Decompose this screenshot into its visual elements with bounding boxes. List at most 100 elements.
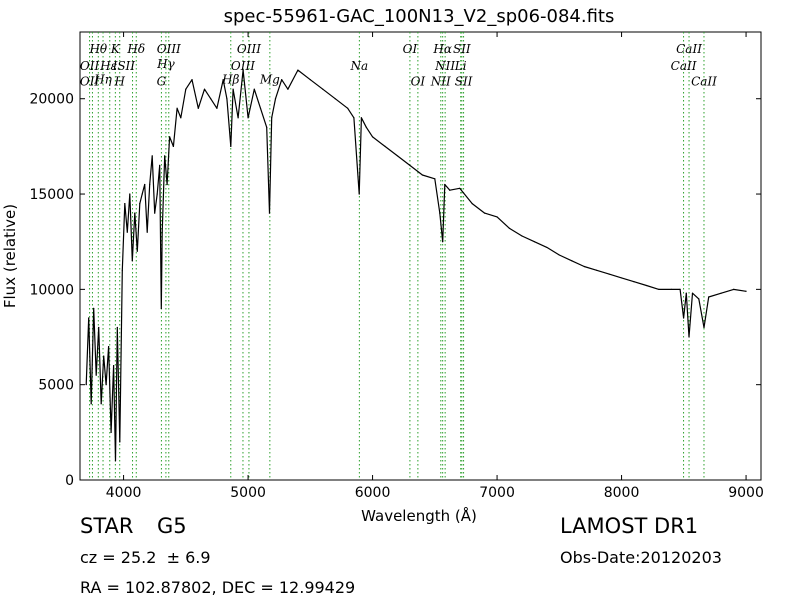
flux-data-point — [105, 384, 107, 386]
y-axis-ticks: 0 5000 10000 15000 20000 — [29, 92, 761, 489]
spectral-line-label: Hη — [93, 72, 112, 86]
flux-data-point — [169, 136, 171, 138]
flux-data-point — [226, 98, 228, 100]
flux-data-point — [471, 202, 473, 205]
spectral-line-label: CaII — [691, 74, 717, 88]
flux-data-point — [90, 403, 92, 405]
flux-data-point — [119, 441, 121, 443]
flux-data-point — [131, 260, 133, 262]
flux-data-point — [371, 136, 374, 138]
flux-data-point — [180, 117, 182, 119]
flux-data-point — [685, 292, 687, 294]
flux-data-point — [484, 212, 486, 214]
spectral-line-label: ISII — [112, 59, 136, 73]
flux-data-point — [496, 216, 498, 218]
flux-data-point — [100, 403, 102, 405]
flux-data-point — [691, 292, 694, 294]
x-tick-label: 4000 — [106, 485, 142, 501]
spectral-line-label: Na — [350, 59, 369, 73]
spectral-line-label: OIII — [157, 42, 181, 56]
flux-data-point — [210, 98, 212, 100]
flux-data-point — [698, 298, 700, 300]
spectral-line-label: OIII — [231, 59, 255, 73]
flux-data-point — [281, 79, 283, 81]
spectral-line-label: K — [110, 42, 121, 56]
flux-data-point — [151, 155, 153, 157]
flux-data-point — [126, 231, 128, 233]
flux-series-line — [85, 69, 747, 462]
flux-data-point — [409, 164, 411, 167]
flux-data-point — [442, 241, 444, 243]
spectral-line-label: OII — [80, 59, 100, 73]
flux-data-point — [156, 193, 158, 195]
redshift-cz: cz = 25.2 ± 6.9 — [80, 548, 211, 567]
x-tick-label: 7000 — [479, 485, 515, 501]
flux-data-point — [242, 69, 244, 71]
x-axis-ticks: 4000 5000 6000 7000 8000 9000 — [106, 32, 764, 501]
flux-data-point — [360, 117, 362, 119]
spectral-line-markers — [89, 32, 705, 480]
object-subclass: G5 — [157, 514, 187, 538]
flux-data-point — [216, 107, 218, 109]
flux-data-point — [439, 212, 441, 214]
survey-name: LAMOST DR1 — [560, 514, 699, 538]
flux-data-point — [222, 79, 224, 81]
spectral-line-label: OI — [403, 42, 418, 56]
spectral-line-label: Hγ — [156, 57, 175, 71]
flux-data-point — [583, 265, 585, 268]
flux-data-point — [353, 117, 355, 119]
flux-data-point — [421, 174, 423, 176]
y-tick-label: 10000 — [29, 282, 74, 298]
flux-data-point — [166, 183, 168, 186]
flux-data-point — [682, 317, 685, 319]
spectral-line-label: G — [157, 74, 167, 88]
flux-data-point — [533, 241, 536, 243]
flux-data-point — [733, 288, 735, 290]
flux-data-point — [571, 260, 573, 262]
chart-title: spec-55961-GAC_100N13_V2_sp06-084.fits — [224, 6, 615, 27]
flux-data-point — [384, 145, 386, 147]
flux-data-point — [136, 250, 138, 252]
y-tick-label: 20000 — [29, 92, 74, 108]
flux-data-point — [679, 288, 681, 290]
flux-data-point — [459, 187, 461, 189]
flux-data-point — [508, 227, 511, 229]
flux-data-point — [268, 212, 271, 214]
flux-data-point — [266, 126, 268, 128]
flux-data-point — [141, 193, 143, 195]
flux-data-point — [164, 155, 166, 157]
flux-data-point — [191, 79, 193, 81]
spectral-line-label: SII — [455, 74, 473, 88]
spectral-line-label: Mg — [259, 72, 280, 86]
flux-data-point — [103, 355, 105, 357]
flux-data-point — [98, 326, 100, 329]
spectral-line-label: NII — [430, 74, 451, 88]
flux-data-point — [154, 212, 156, 214]
flux-data-point — [121, 269, 123, 271]
observation-date: Obs-Date:20120203 — [560, 548, 722, 567]
flux-data-point — [129, 193, 131, 195]
flux-data-point — [558, 254, 560, 256]
flux-data-point — [160, 307, 162, 310]
flux-data-point — [85, 384, 87, 386]
spectral-line-label: NII — [434, 59, 455, 73]
flux-data-point — [358, 193, 360, 195]
flux-data-point — [259, 107, 262, 109]
flux-data-point — [144, 183, 146, 186]
flux-data-point — [287, 88, 289, 90]
object-class: STAR — [80, 514, 134, 538]
flux-data-point — [620, 277, 623, 279]
flux-data-point — [396, 155, 399, 157]
flux-data-point — [159, 164, 161, 167]
flux-data-point — [110, 431, 112, 433]
flux-data-point — [322, 88, 324, 90]
spectral-line-label: Hβ — [221, 72, 239, 86]
flux-data-point — [139, 202, 141, 205]
flux-data-point — [365, 126, 367, 128]
flux-data-point — [232, 88, 234, 90]
flux-data-point — [124, 202, 126, 205]
flux-data-point — [596, 269, 598, 271]
flux-data-point — [95, 374, 97, 376]
flux-data-point — [434, 178, 436, 180]
